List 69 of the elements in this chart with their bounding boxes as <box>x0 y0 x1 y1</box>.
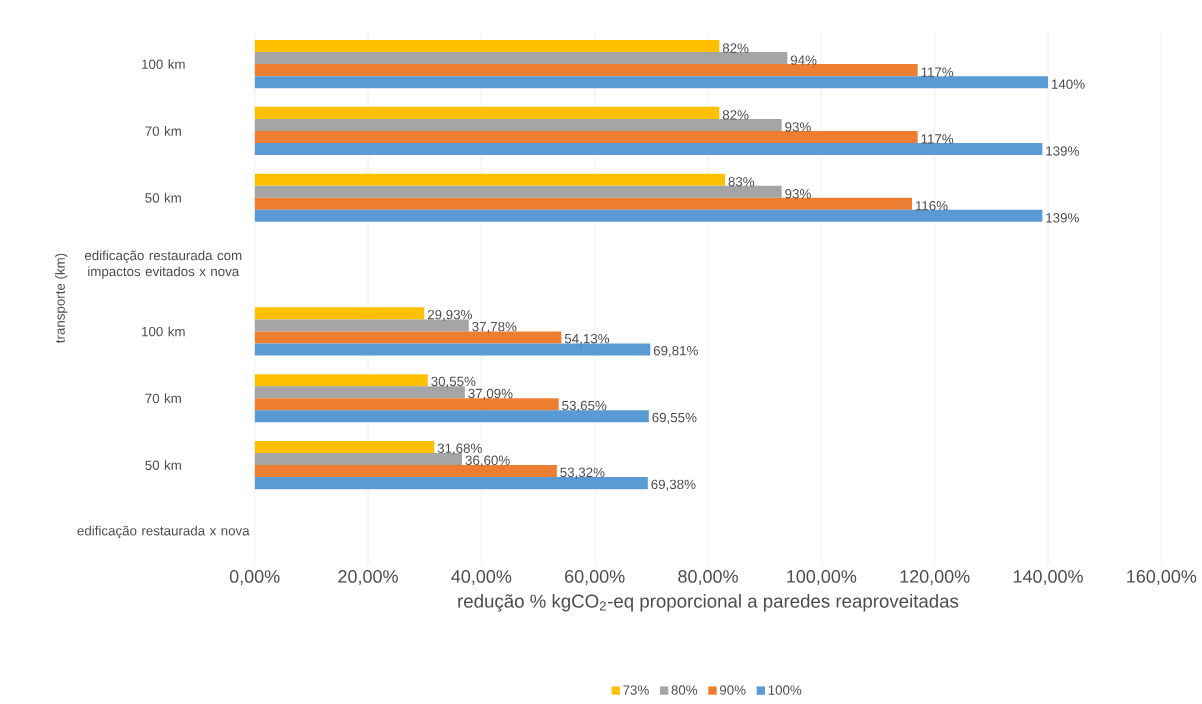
x-tick-label: 20,00% <box>338 570 398 585</box>
x-tick-label: 120,00% <box>900 570 970 585</box>
bar <box>254 398 559 411</box>
x-tick-label: 60,00% <box>565 570 625 585</box>
bar <box>254 185 782 198</box>
legend-label: 90% <box>719 685 746 695</box>
bar <box>254 410 649 423</box>
data-label: 139% <box>1046 213 1079 223</box>
y-tick-label: edificação restaurada com impactos evitados x nova <box>84 250 242 279</box>
data-label: 94% <box>790 55 817 65</box>
data-label: 139% <box>1046 146 1079 156</box>
data-label: 31,68% <box>437 443 482 455</box>
bar <box>254 142 1043 155</box>
bar <box>254 40 720 53</box>
bar <box>254 343 651 356</box>
data-label: 82% <box>722 43 749 53</box>
data-label: 117% <box>921 67 954 77</box>
data-label: 117% <box>921 134 954 144</box>
data-label: 93% <box>785 122 811 132</box>
x-tick-label: 40,00% <box>451 570 512 585</box>
x-tick-label: 100,00% <box>787 570 857 585</box>
x-tick-label: 140,00% <box>1013 570 1083 585</box>
y-tick-label: 70 km <box>145 393 181 404</box>
bar <box>254 441 435 454</box>
y-tick-label: 70 km <box>145 126 181 136</box>
data-label: 53,32% <box>560 467 605 479</box>
bar <box>254 52 788 65</box>
bar <box>254 307 425 320</box>
data-label: 30,55% <box>431 376 476 388</box>
data-label: 53,65% <box>562 400 607 412</box>
legend-label: 100% <box>768 685 802 695</box>
x-axis-title: redução % kgCO$_{2}$-eq proporcional a paredes reaproveitadas <box>458 594 959 612</box>
legend-label: 73% <box>623 685 649 695</box>
data-label: 69,81% <box>653 345 698 357</box>
bar <box>254 173 726 186</box>
bar <box>254 374 428 387</box>
data-label: 140% <box>1051 79 1085 89</box>
y-tick-label: 50 km <box>145 460 181 470</box>
data-label: 69,38% <box>651 479 696 491</box>
bar <box>254 118 782 131</box>
y-tick-label: 100 km <box>142 326 185 337</box>
bar <box>254 465 557 478</box>
y-axis-title: transporte (km) <box>55 253 68 343</box>
x-tick-label: 80,00% <box>678 570 738 585</box>
data-label: 93% <box>785 189 811 199</box>
y-tick-label: 100 km <box>142 59 185 69</box>
data-label: 29,93% <box>427 309 472 321</box>
data-label: 37,78% <box>472 321 517 333</box>
y-tick-label: edificação restaurada x nova <box>77 525 250 539</box>
bar <box>254 197 913 210</box>
data-label: 36,60% <box>465 455 510 467</box>
bar <box>254 477 648 490</box>
bar <box>254 76 1049 89</box>
data-label: 69,55% <box>652 412 697 424</box>
bar <box>254 130 918 143</box>
data-label: 54,13% <box>564 333 610 345</box>
bar <box>254 331 562 344</box>
y-tick-label: 50 km <box>145 192 181 203</box>
bar <box>254 64 918 77</box>
bar <box>254 106 720 119</box>
data-label: 83% <box>728 177 755 187</box>
x-tick-label: 0,00% <box>229 570 280 585</box>
bar <box>254 209 1043 222</box>
bar <box>254 319 469 332</box>
x-tick-label: 160,00% <box>1127 570 1197 585</box>
data-label: 116% <box>915 201 948 211</box>
data-label: 82% <box>722 110 749 120</box>
data-label: 37,09% <box>468 388 513 400</box>
legend-label: 80% <box>671 685 698 695</box>
